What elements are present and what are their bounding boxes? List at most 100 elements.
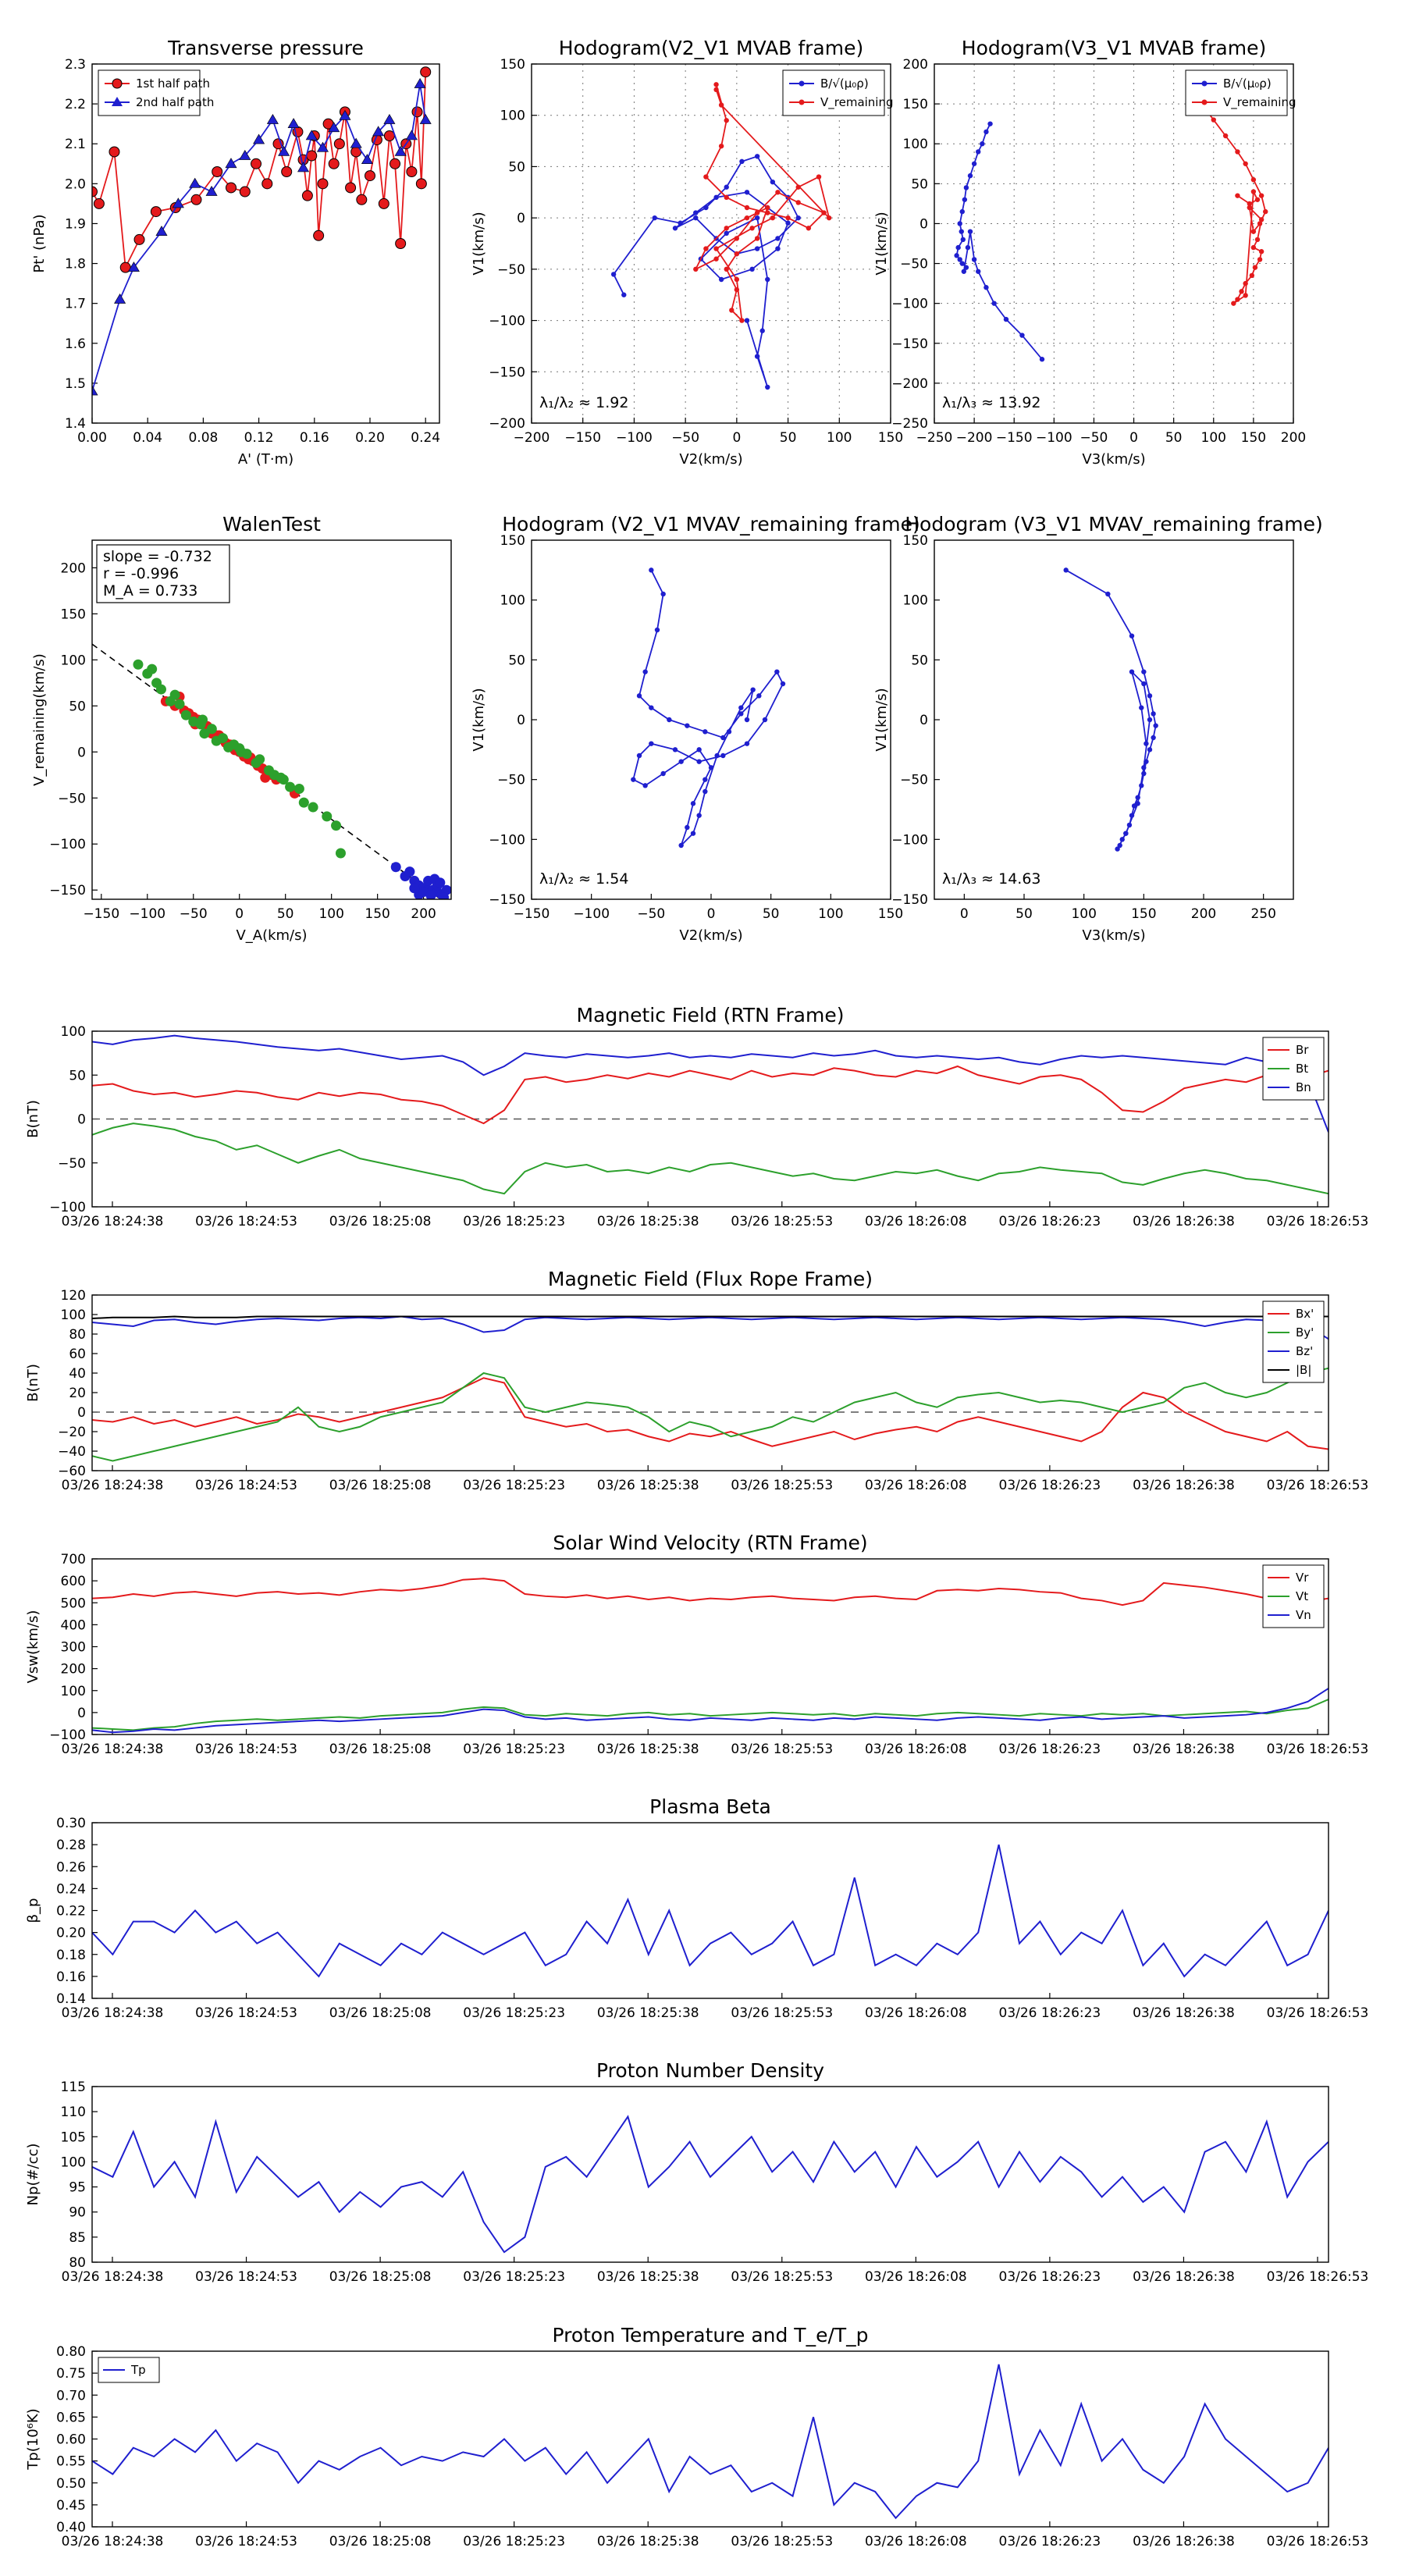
data-point — [1147, 693, 1153, 699]
data-point — [734, 286, 740, 293]
legend-label-2: Bn — [1296, 1080, 1311, 1094]
data-point — [795, 184, 801, 190]
data-point — [261, 178, 273, 190]
data-point — [414, 77, 426, 88]
x-tick-label: 100 — [827, 430, 852, 446]
x-tick-label: −250 — [916, 430, 953, 446]
data-point — [1003, 316, 1009, 322]
plot-frame — [91, 63, 440, 424]
x-tick-label: 0.16 — [300, 430, 329, 446]
x-tick-label: 250 — [1250, 906, 1275, 922]
data-point — [660, 770, 666, 777]
x-tick-label: 150 — [1241, 430, 1266, 446]
x-tick-label: 0.04 — [133, 430, 162, 446]
data-point — [795, 215, 801, 221]
chart-magnetic_field_rtn: Magnetic Field (RTN Frame) −100 −50 0 50 100 0… — [25, 1004, 1368, 1229]
data-point — [734, 276, 740, 283]
y-tick-label: 2.3 — [65, 57, 86, 73]
data-point — [775, 190, 781, 195]
y-tick-label: −150 — [49, 883, 86, 898]
x-tick-label: 03/26 18:25:53 — [731, 1478, 833, 1493]
data-point — [409, 883, 420, 894]
y-tick-label: 120 — [61, 1288, 86, 1304]
x-tick-label: 03/26 18:24:38 — [62, 1742, 164, 1757]
data-point — [756, 693, 762, 699]
data-point — [967, 229, 973, 234]
series-1 — [693, 82, 832, 323]
y-tick-label: 0 — [77, 745, 86, 760]
y-tick-label: 0.22 — [56, 1904, 86, 1920]
x-tick-label: 150 — [878, 430, 903, 446]
legend-label-2: Bz' — [1296, 1344, 1313, 1358]
y-tick-label: −200 — [489, 416, 525, 432]
x-tick-label: 50 — [277, 906, 294, 922]
data-point — [1257, 221, 1263, 226]
data-point — [189, 177, 201, 188]
x-tick-label: 03/26 18:24:53 — [195, 2534, 297, 2549]
y-tick-label: −50 — [497, 773, 525, 788]
y-axis-label: V1(km/s) — [873, 688, 890, 751]
data-point — [1139, 783, 1144, 788]
y-tick-label: 80 — [69, 1327, 86, 1343]
y-tick-label: 600 — [61, 1574, 86, 1589]
y-tick-label: 100 — [500, 109, 525, 124]
data-point — [1105, 591, 1111, 597]
data-point — [339, 109, 351, 120]
y-tick-label: 0.45 — [56, 2498, 86, 2514]
legend-label-0: Vr — [1296, 1571, 1309, 1585]
chart-title: Hodogram(V3_V1 MVAB frame) — [962, 37, 1266, 59]
data-point — [672, 226, 678, 231]
y-tick-label: −100 — [49, 837, 86, 852]
data-point — [739, 158, 745, 165]
x-tick-label: 03/26 18:25:23 — [463, 1478, 565, 1493]
x-tick-label: 03/26 18:25:23 — [463, 1214, 565, 1229]
data-point — [276, 772, 286, 783]
data-point — [963, 185, 969, 190]
x-tick-label: 03/26 18:25:53 — [731, 1214, 833, 1229]
legend-label-0: Br — [1296, 1043, 1309, 1057]
x-tick-label: 03/26 18:24:38 — [62, 1478, 164, 1493]
data-point — [241, 749, 252, 760]
x-tick-label: 03/26 18:25:08 — [329, 2534, 432, 2549]
data-point — [92, 186, 98, 197]
data-point — [306, 150, 318, 162]
data-point — [197, 714, 208, 725]
y-tick-label: −50 — [900, 773, 928, 788]
ratio-annotation: λ₁/λ₃ ≈ 13.92 — [942, 394, 1041, 411]
y-tick-label: 1.9 — [65, 216, 86, 232]
data-point — [419, 113, 432, 124]
y-tick-label: 110 — [61, 2105, 86, 2120]
x-tick-label: −50 — [180, 906, 208, 922]
legend-label-2: Vn — [1296, 1608, 1311, 1622]
series-line-2 — [92, 1688, 1329, 1734]
plot-frame — [91, 1294, 1329, 1471]
x-tick-label: 03/26 18:26:08 — [865, 2269, 967, 2285]
data-point — [734, 251, 740, 257]
data-point — [420, 66, 432, 78]
chart-transverse_pressure: Transverse pressure 0.00 0.04 0.08 0.12 0.16 0… — [31, 37, 440, 468]
data-point — [147, 664, 158, 674]
data-point — [93, 197, 105, 209]
data-point — [317, 178, 329, 190]
data-point — [720, 735, 726, 741]
x-tick-label: 100 — [318, 906, 343, 922]
y-tick-label: 0 — [77, 1112, 86, 1128]
legend-box — [1262, 1300, 1325, 1383]
data-point — [649, 568, 654, 573]
ratio-annotation: λ₁/λ₂ ≈ 1.54 — [539, 870, 628, 888]
plot-frame — [531, 63, 891, 424]
data-point — [180, 710, 191, 720]
data-point — [331, 820, 342, 831]
x-tick-label: 0.00 — [77, 430, 107, 446]
legend-label-1: V_remaining — [820, 95, 894, 110]
y-axis-label: B(nT) — [25, 1100, 41, 1138]
series-line-1 — [92, 1699, 1329, 1731]
y-tick-label: 100 — [61, 653, 86, 668]
x-tick-label: 03/26 18:26:38 — [1133, 1742, 1235, 1757]
data-point — [1235, 193, 1240, 198]
y-tick-label: −100 — [489, 832, 525, 848]
y-tick-label: 0 — [77, 1405, 86, 1421]
y-tick-label: −50 — [58, 1156, 86, 1172]
data-point — [610, 272, 617, 277]
y-tick-label: −250 — [891, 416, 928, 432]
